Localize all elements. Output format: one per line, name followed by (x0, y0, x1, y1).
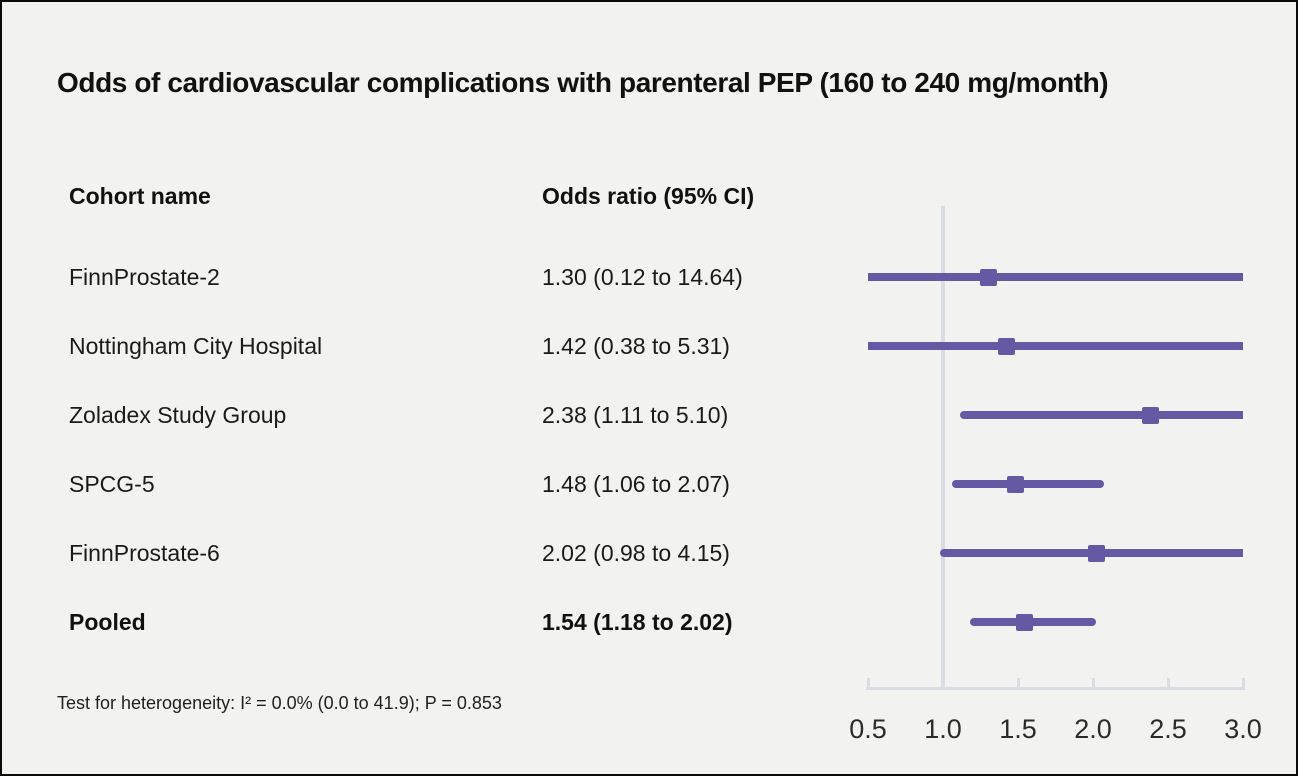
cohort-name: Nottingham City Hospital (69, 333, 323, 359)
confidence-interval-bar (970, 618, 1096, 626)
column-header-odds-ratio: Odds ratio (95% CI) (542, 183, 755, 209)
confidence-interval-bar (868, 273, 1243, 281)
confidence-interval-bar (952, 480, 1104, 488)
x-axis-line (866, 687, 1245, 690)
x-axis-tick-label: 2.5 (1149, 714, 1187, 744)
x-axis-tick (1016, 678, 1020, 690)
confidence-interval-bar (868, 342, 1243, 350)
odds-ratio-value: 1.42 (0.38 to 5.31) (542, 333, 730, 359)
odds-ratio-point-marker (1141, 406, 1159, 424)
x-axis-tick (1166, 678, 1170, 690)
chart-title: Odds of cardiovascular complications wit… (57, 67, 1109, 98)
x-axis-tick (1241, 678, 1245, 690)
cohort-name: Zoladex Study Group (69, 402, 287, 428)
cohort-name: FinnProstate-2 (69, 264, 220, 290)
odds-ratio-value: 2.38 (1.11 to 5.10) (542, 402, 729, 428)
odds-ratio-point-marker (997, 337, 1015, 355)
cohort-name: Pooled (69, 609, 146, 635)
odds-ratio-value: 1.48 (1.06 to 2.07) (542, 471, 730, 497)
cohort-name: FinnProstate-6 (69, 540, 220, 566)
x-axis-tick-label: 1.0 (924, 714, 962, 744)
odds-ratio-point-marker (1006, 475, 1024, 493)
cohort-name: SPCG-5 (69, 471, 155, 497)
odds-ratio-value: 1.30 (0.12 to 14.64) (542, 264, 743, 290)
x-axis-tick (941, 678, 945, 690)
x-axis-tick (866, 678, 870, 690)
x-axis-tick-label: 0.5 (849, 714, 887, 744)
odds-ratio-point-marker (1087, 544, 1105, 562)
odds-ratio-point-marker (1015, 613, 1033, 631)
confidence-interval-bar (959, 411, 1243, 419)
odds-ratio-value: 2.02 (0.98 to 4.15) (542, 540, 730, 566)
odds-ratio-point-marker (979, 268, 997, 286)
odds-ratio-value: 1.54 (1.18 to 2.02) (542, 609, 733, 635)
heterogeneity-note: Test for heterogeneity: I² = 0.0% (0.0 t… (57, 693, 502, 713)
x-axis-tick-label: 2.0 (1074, 714, 1112, 744)
x-axis-tick (1091, 678, 1095, 690)
reference-line-or-1 (941, 206, 945, 690)
x-axis-tick-label: 1.5 (999, 714, 1037, 744)
column-header-cohort-name: Cohort name (69, 183, 211, 209)
x-axis-tick-label: 3.0 (1224, 714, 1262, 744)
